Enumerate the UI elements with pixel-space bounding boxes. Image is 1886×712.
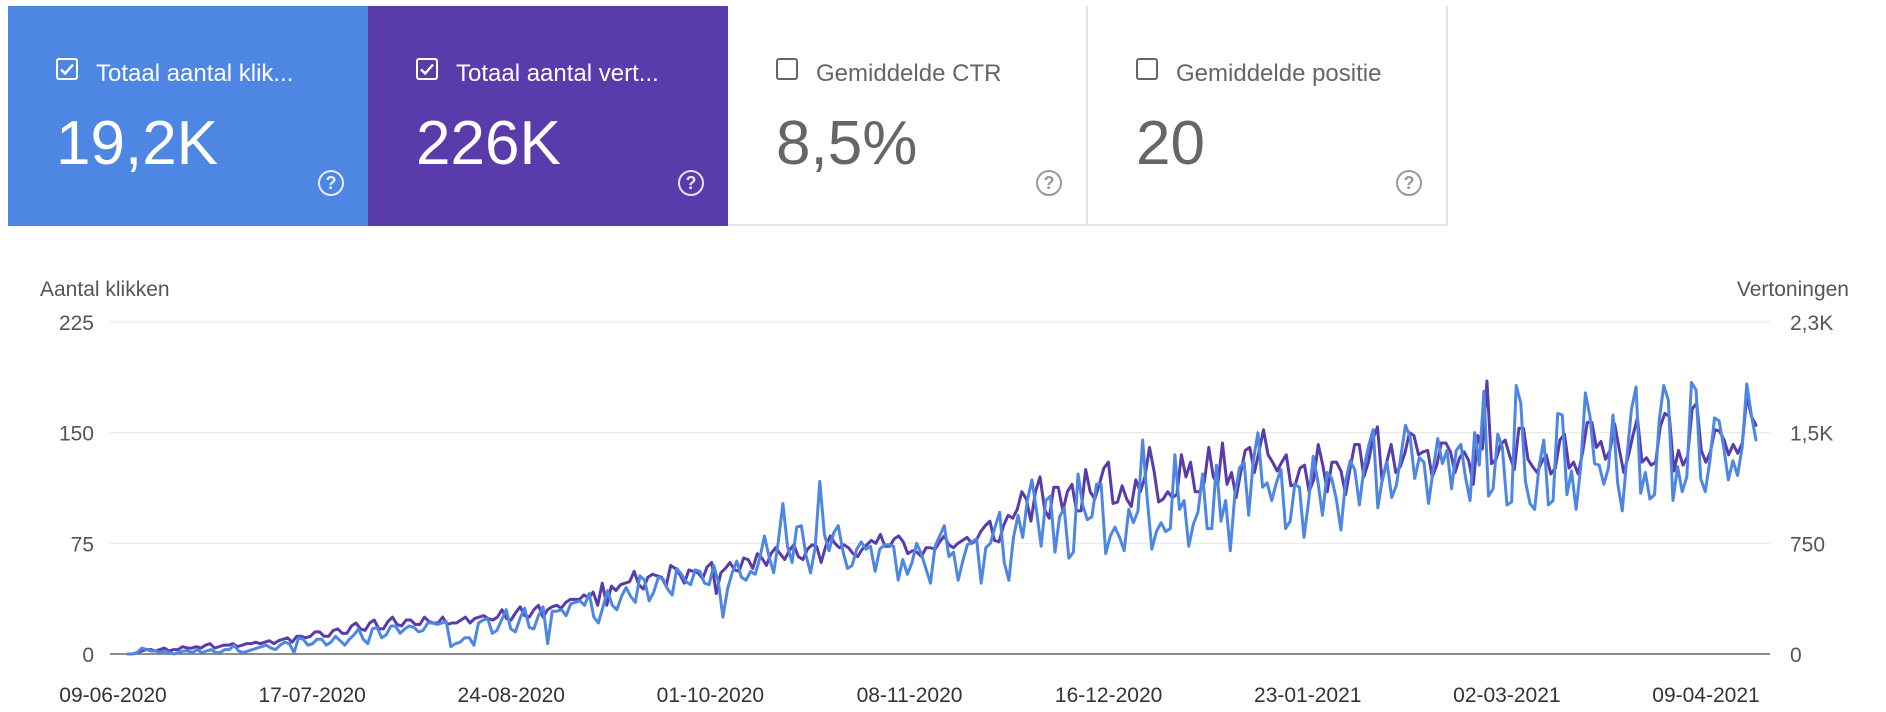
x-axis-ticks: 09-06-2020 17-07-2020 24-08-2020 01-10-2020…: [59, 684, 1759, 707]
right-axis-title: Vertoningen: [1737, 278, 1849, 301]
question-circle-icon[interactable]: ?: [1396, 170, 1422, 196]
left-axis-title: Aantal klikken: [40, 278, 170, 301]
x-tick-label: 09-04-2021: [1652, 684, 1759, 707]
card-value: 20: [1136, 109, 1205, 178]
x-tick-label: 17-07-2020: [258, 684, 365, 707]
metric-cards: Totaal aantal klik... 19,2K ? Totaal aan…: [8, 6, 1448, 226]
left-tick-label: 0: [82, 644, 94, 667]
x-tick-label: 08-11-2020: [857, 684, 963, 707]
checkbox-unchecked-icon[interactable]: [1136, 58, 1158, 80]
card-total-clicks[interactable]: Totaal aantal klik... 19,2K ?: [8, 6, 368, 226]
right-tick-label: 0: [1790, 644, 1802, 667]
x-tick-label: 01-10-2020: [657, 684, 764, 707]
right-axis-ticks: 2,3K 1,5K 750 0: [1790, 312, 1833, 667]
right-tick-label: 2,3K: [1790, 312, 1833, 335]
left-tick-label: 150: [59, 423, 94, 446]
checkbox-unchecked-icon[interactable]: [776, 58, 798, 80]
x-tick-label: 09-06-2020: [59, 684, 166, 707]
left-tick-label: 225: [59, 312, 94, 335]
series-line-impressions: [126, 379, 1758, 656]
card-value: 226K: [416, 109, 561, 178]
x-tick-label: 23-01-2021: [1254, 684, 1361, 707]
x-tick-label: 24-08-2020: [458, 684, 565, 707]
x-tick-label: 16-12-2020: [1055, 684, 1162, 707]
card-average-ctr[interactable]: Gemiddelde CTR 8,5% ?: [728, 6, 1088, 226]
question-circle-icon[interactable]: ?: [678, 170, 704, 196]
question-circle-icon[interactable]: ?: [1036, 170, 1062, 196]
checkbox-checked-icon[interactable]: [416, 58, 438, 80]
right-tick-label: 750: [1790, 533, 1825, 556]
series-lines: [126, 379, 1758, 656]
gridlines: [110, 321, 1770, 655]
right-tick-label: 1,5K: [1790, 423, 1833, 446]
card-average-position[interactable]: Gemiddelde positie 20 ?: [1088, 6, 1448, 226]
card-value: 8,5%: [776, 109, 918, 178]
checkbox-checked-icon[interactable]: [56, 58, 78, 80]
card-total-impressions[interactable]: Totaal aantal vert... 226K ?: [368, 6, 728, 226]
left-axis-ticks: 225 150 75 0: [59, 312, 94, 667]
question-circle-icon[interactable]: ?: [318, 170, 344, 196]
left-tick-label: 75: [71, 533, 94, 556]
series-line-clicks: [126, 381, 1758, 656]
x-tick-label: 02-03-2021: [1453, 684, 1560, 707]
card-value: 19,2K: [56, 109, 219, 178]
